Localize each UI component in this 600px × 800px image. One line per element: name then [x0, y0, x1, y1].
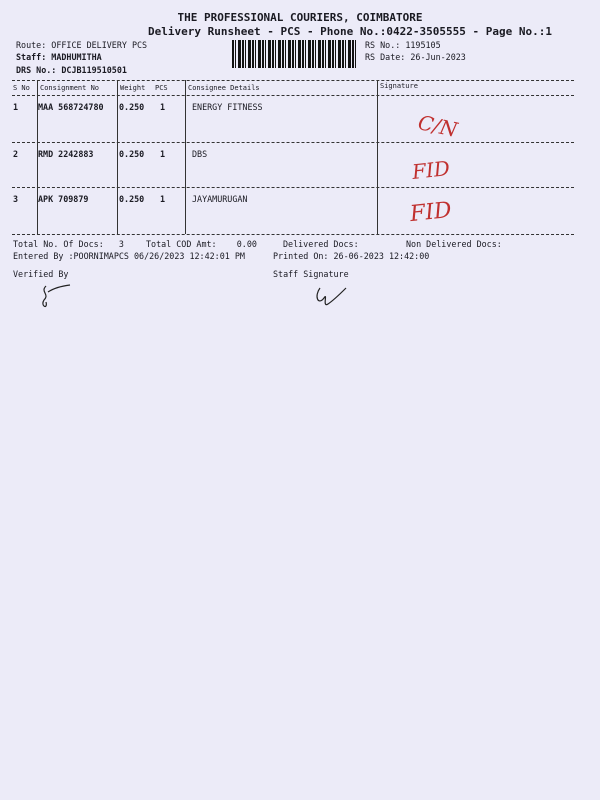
drs-number: DRS No.: DCJB119510501: [16, 65, 127, 75]
handwritten-signature: FID: [410, 156, 451, 184]
row-sno: 3: [13, 194, 19, 204]
row-consignee: JAYAMURUGAN: [192, 194, 248, 204]
col-consignment: Consignment No: [40, 84, 100, 92]
row-sno: 1: [13, 102, 19, 112]
row-consignment: MAA 568724780: [38, 102, 104, 112]
handwritten-signature: C/N: [415, 110, 460, 142]
col-signature: Signature: [380, 82, 418, 90]
row-pcs: 1: [160, 149, 166, 159]
col-consignee: Consignee Details: [188, 84, 260, 92]
staff-signature-label: Staff Signature: [273, 269, 349, 279]
rs-number: RS No.: 1195105: [365, 40, 441, 50]
verified-by-label: Verified By: [13, 269, 69, 279]
row-consignee: ENERGY FITNESS: [192, 102, 263, 112]
rs-date: RS Date: 26-Jun-2023: [365, 52, 466, 62]
col-weight: Weight: [120, 84, 146, 92]
row-pcs: 1: [160, 194, 166, 204]
handwritten-signature: FID: [408, 197, 453, 228]
staff: Staff: MADHUMITHA: [16, 52, 102, 62]
row-weight: 0.250: [119, 102, 145, 112]
col-sno: S No: [13, 84, 30, 92]
staff-signature: [316, 287, 347, 306]
total-cod: Total COD Amt: 0.00: [146, 239, 257, 249]
printed-on: Printed On: 26-06-2023 12:42:00: [273, 251, 430, 261]
row-consignee: DBS: [192, 149, 208, 159]
verified-signature: [42, 284, 71, 308]
route: Route: OFFICE DELIVERY PCS: [16, 40, 148, 50]
company-name: THE PROFESSIONAL COURIERS, COIMBATORE: [177, 11, 423, 24]
row-consignment: RMD 2242883: [38, 149, 94, 159]
row-pcs: 1: [160, 102, 166, 112]
runsheet-title: Delivery Runsheet - PCS - Phone No.:0422…: [148, 25, 552, 38]
delivered-docs: Delivered Docs:: [283, 239, 359, 249]
non-delivered-docs: Non Delivered Docs:: [406, 239, 502, 249]
total-docs: Total No. Of Docs: 3: [13, 239, 124, 249]
col-pcs: PCS: [155, 84, 168, 92]
row-consignment: APK 709879: [38, 194, 89, 204]
barcode: [232, 40, 356, 68]
row-sno: 2: [13, 149, 19, 159]
row-weight: 0.250: [119, 194, 145, 204]
row-weight: 0.250: [119, 149, 145, 159]
entered-by: Entered By :POORNIMAPCS 06/26/2023 12:42…: [13, 251, 245, 261]
